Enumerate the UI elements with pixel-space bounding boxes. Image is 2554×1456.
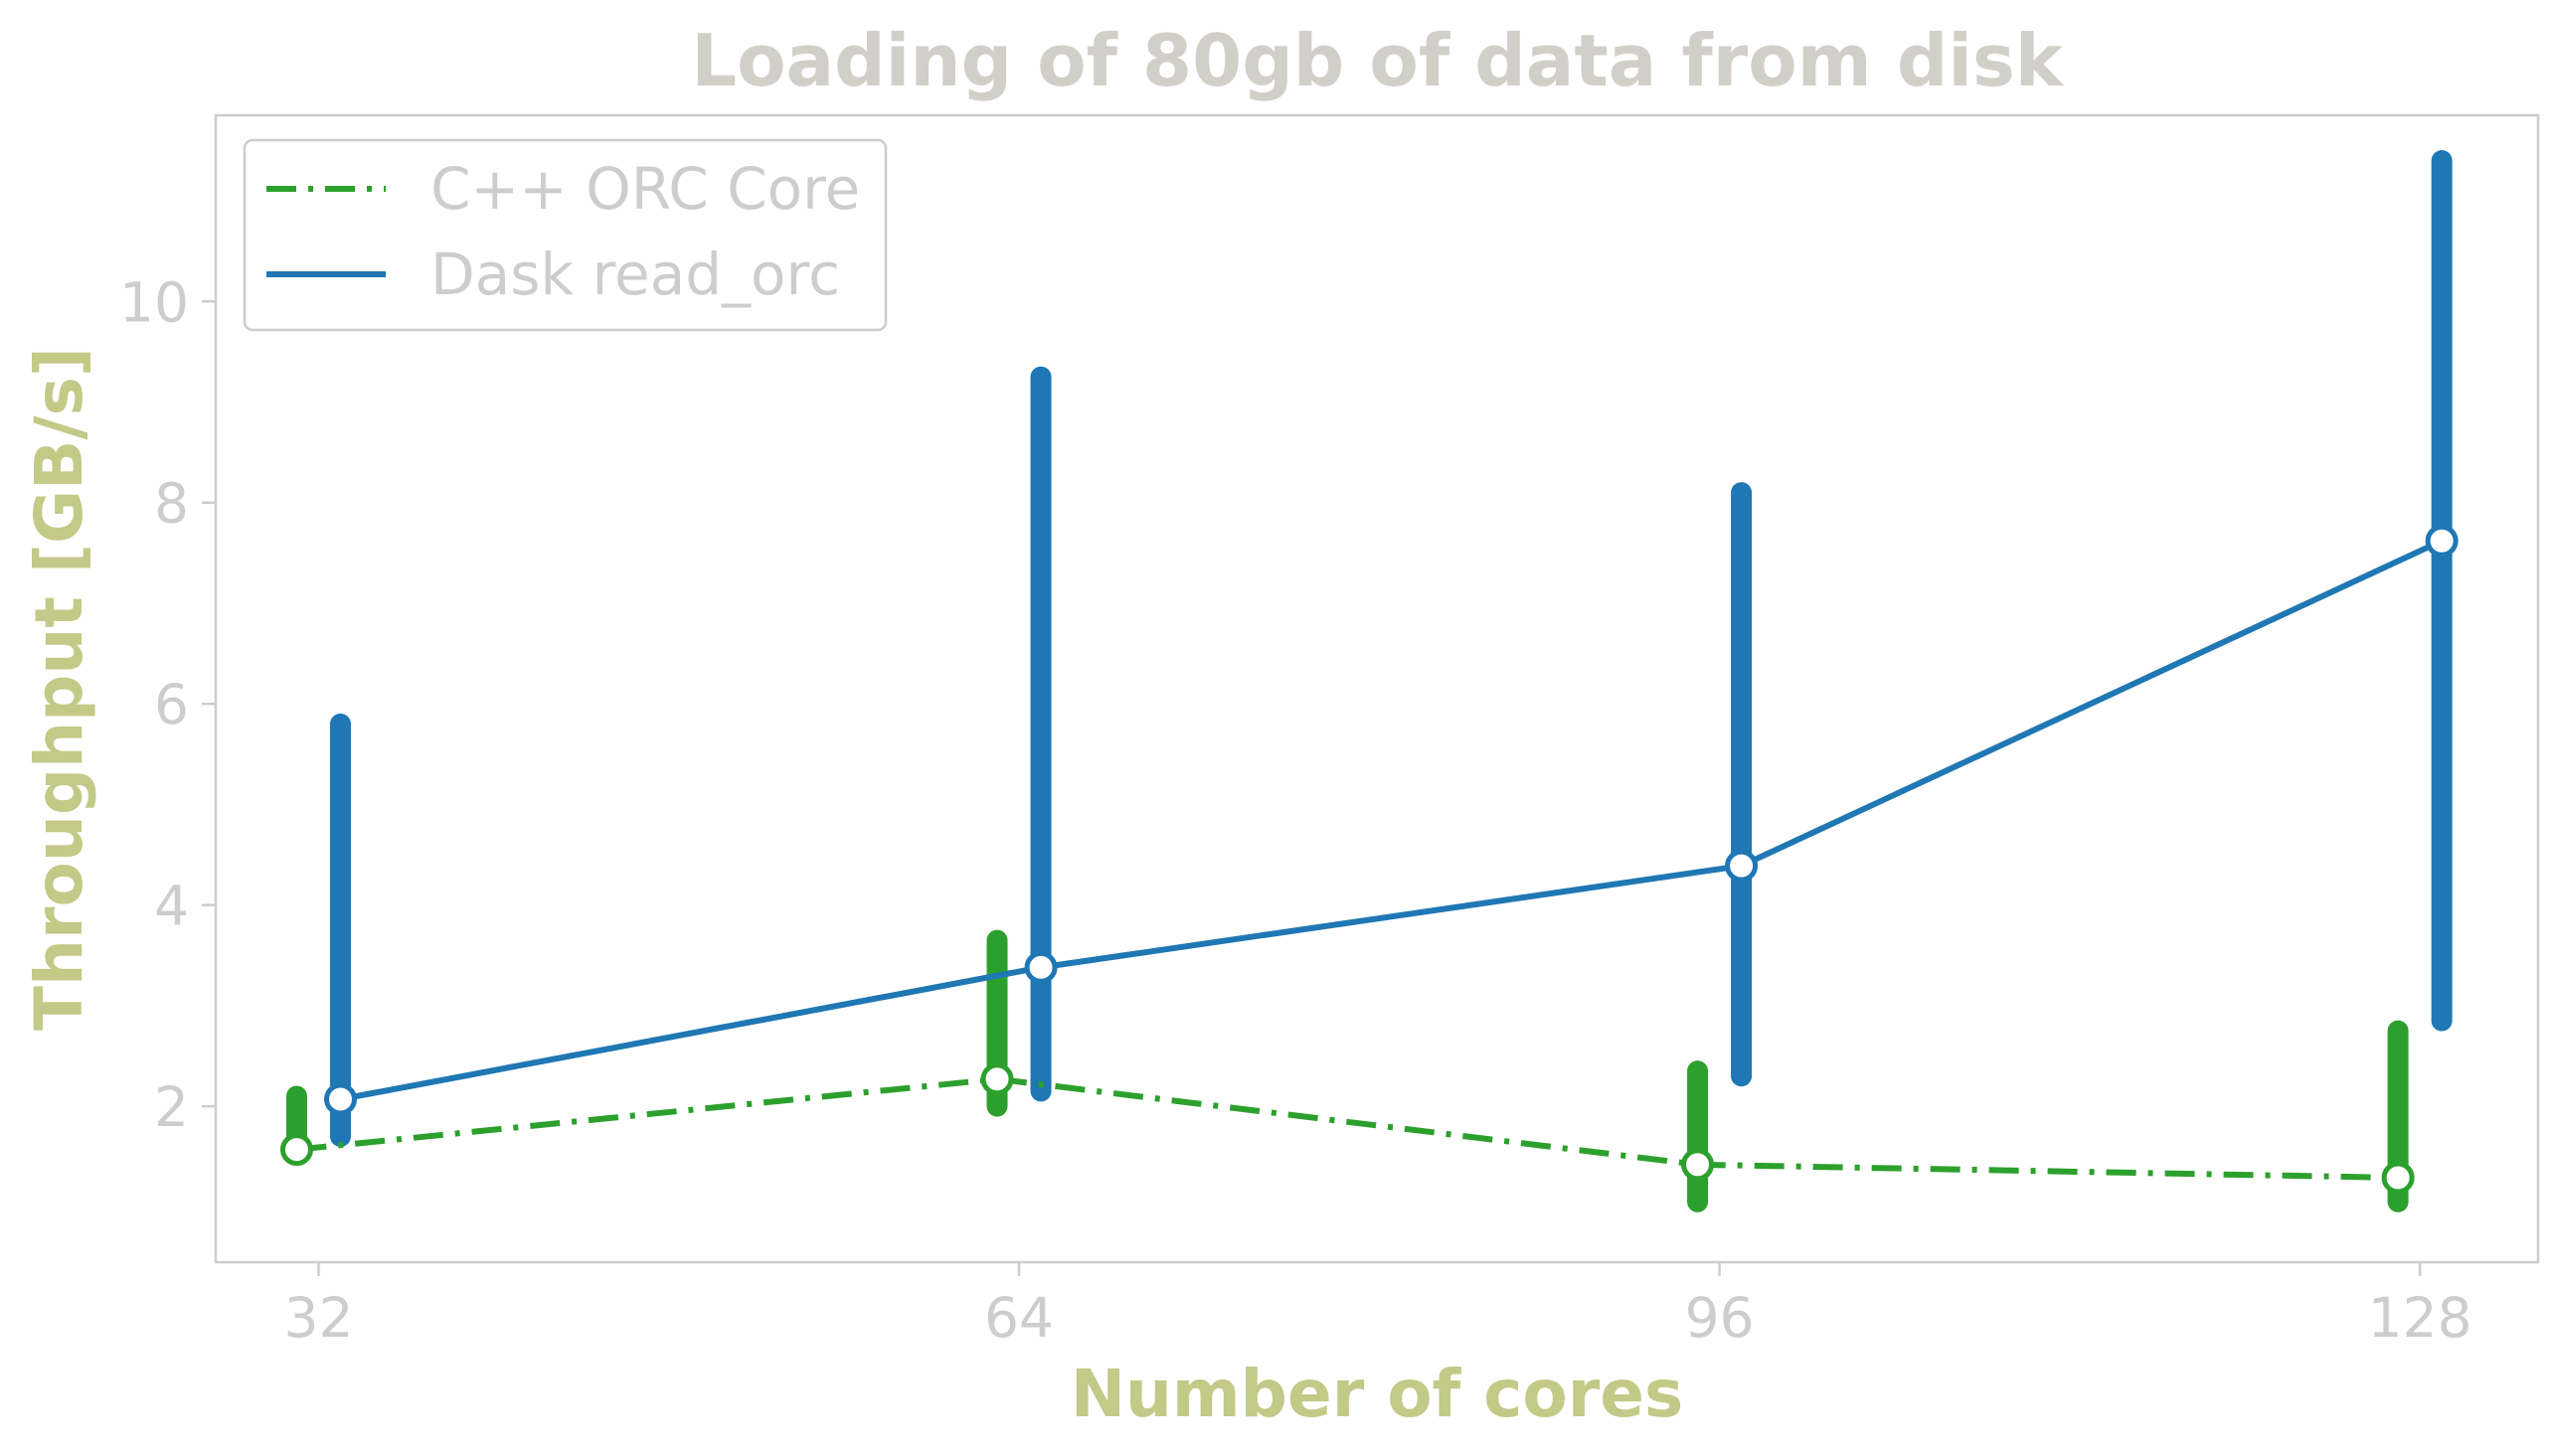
y-tick-label: 6 [154, 673, 189, 736]
x-axis-label: Number of cores [1071, 1356, 1684, 1432]
marks-layer [279, 150, 2459, 1213]
y-tick-label: 2 [154, 1075, 189, 1139]
legend: C++ ORC Core Dask read_orc [243, 138, 888, 332]
x-tick-label: 128 [2368, 1286, 2472, 1350]
y-tick-label: 10 [119, 270, 189, 334]
data-point-s1-1 [1024, 950, 1058, 984]
data-point-s1-0 [323, 1082, 357, 1116]
series-line-1 [339, 538, 2444, 1102]
data-point-s1-3 [2425, 524, 2459, 558]
legend-label-cpp-orc-core: C++ ORC Core [430, 155, 860, 223]
ticks-layer: 32 64 96 128 2 4 6 8 10 [119, 270, 2472, 1350]
legend-box [243, 138, 888, 332]
x-tick-label: 96 [1685, 1286, 1755, 1350]
plot-frame [214, 113, 2540, 1264]
data-point-s0-2 [1681, 1148, 1715, 1182]
x-tick-label: 64 [984, 1286, 1054, 1350]
y-tick-label: 8 [154, 472, 189, 536]
x-tick-label: 32 [283, 1286, 353, 1350]
series-line-0 [296, 1075, 2399, 1181]
data-point-s1-2 [1725, 849, 1759, 883]
data-point-s0-3 [2381, 1161, 2415, 1195]
data-point-s0-0 [279, 1133, 313, 1167]
chart-title: Loading of 80gb of data from disk [691, 19, 2065, 102]
y-axis-label: Throughput [GB/s] [21, 347, 97, 1031]
legend-label-dask-read-orc: Dask read_orc [430, 241, 840, 308]
y-tick-label: 4 [154, 875, 189, 938]
data-point-s0-1 [980, 1062, 1014, 1096]
